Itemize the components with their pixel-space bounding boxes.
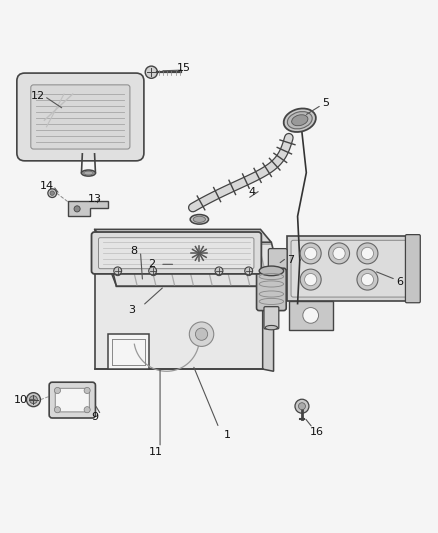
Ellipse shape: [259, 266, 284, 276]
Circle shape: [295, 399, 309, 413]
Circle shape: [300, 243, 321, 264]
Polygon shape: [287, 236, 418, 302]
Circle shape: [333, 247, 345, 260]
FancyBboxPatch shape: [31, 85, 130, 149]
Text: 12: 12: [31, 91, 45, 101]
Circle shape: [84, 387, 90, 393]
Ellipse shape: [287, 111, 312, 129]
Circle shape: [328, 243, 350, 264]
Text: 15: 15: [177, 63, 191, 73]
Polygon shape: [95, 273, 263, 369]
Circle shape: [245, 267, 253, 275]
FancyBboxPatch shape: [257, 268, 286, 311]
Circle shape: [26, 393, 40, 407]
Polygon shape: [106, 243, 283, 286]
Text: 2: 2: [148, 260, 155, 269]
Text: 7: 7: [287, 255, 295, 265]
Polygon shape: [289, 302, 332, 330]
Circle shape: [149, 267, 156, 275]
FancyBboxPatch shape: [55, 389, 89, 412]
Polygon shape: [95, 273, 274, 284]
Text: 14: 14: [39, 181, 53, 191]
Ellipse shape: [292, 115, 308, 126]
FancyBboxPatch shape: [99, 238, 254, 269]
Circle shape: [215, 267, 223, 275]
Circle shape: [304, 273, 317, 286]
Text: 8: 8: [130, 246, 138, 256]
Text: 16: 16: [310, 427, 324, 438]
Text: 11: 11: [148, 447, 162, 457]
Ellipse shape: [81, 170, 95, 176]
FancyBboxPatch shape: [49, 382, 95, 418]
Ellipse shape: [284, 109, 316, 132]
FancyBboxPatch shape: [291, 240, 413, 297]
Polygon shape: [108, 334, 149, 369]
Text: 9: 9: [91, 412, 98, 422]
Circle shape: [245, 269, 252, 276]
Text: 10: 10: [13, 394, 27, 405]
Circle shape: [48, 189, 57, 198]
Ellipse shape: [190, 215, 208, 224]
Circle shape: [195, 328, 208, 340]
Circle shape: [189, 322, 214, 346]
Text: 1: 1: [224, 430, 231, 440]
Circle shape: [114, 269, 121, 276]
Polygon shape: [263, 273, 274, 372]
Circle shape: [54, 387, 60, 393]
FancyBboxPatch shape: [92, 232, 261, 274]
Circle shape: [357, 269, 378, 290]
Circle shape: [74, 206, 80, 212]
Circle shape: [114, 267, 122, 275]
Circle shape: [361, 273, 374, 286]
Text: 13: 13: [88, 194, 102, 204]
Circle shape: [150, 269, 157, 276]
FancyBboxPatch shape: [264, 306, 279, 329]
Circle shape: [50, 191, 54, 195]
FancyBboxPatch shape: [406, 235, 420, 303]
Circle shape: [298, 403, 305, 410]
FancyBboxPatch shape: [17, 73, 144, 161]
Ellipse shape: [193, 216, 205, 222]
Circle shape: [215, 269, 223, 276]
Circle shape: [84, 407, 90, 413]
Text: 5: 5: [322, 98, 329, 108]
Text: 4: 4: [248, 187, 255, 197]
Text: 3: 3: [128, 305, 135, 315]
Circle shape: [29, 395, 37, 403]
Circle shape: [304, 247, 317, 260]
Circle shape: [300, 269, 321, 290]
Ellipse shape: [265, 326, 278, 330]
Circle shape: [145, 66, 157, 78]
Text: 6: 6: [397, 277, 404, 287]
Polygon shape: [95, 229, 272, 243]
Circle shape: [303, 308, 318, 323]
Polygon shape: [68, 201, 108, 216]
Circle shape: [361, 247, 374, 260]
FancyBboxPatch shape: [268, 248, 287, 270]
Ellipse shape: [84, 171, 93, 175]
Circle shape: [54, 407, 60, 413]
Circle shape: [357, 243, 378, 264]
